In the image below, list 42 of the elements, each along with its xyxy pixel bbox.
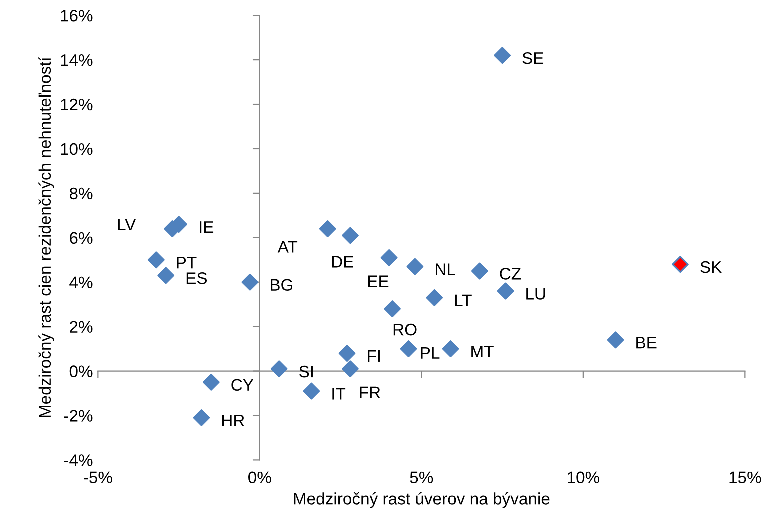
data-label: PT bbox=[177, 257, 197, 269]
y-tick-label: 6% bbox=[70, 232, 93, 244]
data-label: LV bbox=[118, 219, 136, 231]
y-tick-label: 10% bbox=[61, 143, 93, 156]
y-tick-label: 8% bbox=[70, 188, 93, 200]
data-label: SK bbox=[700, 261, 722, 274]
data-label: SI bbox=[300, 366, 313, 378]
y-tick-label: 2% bbox=[70, 321, 93, 333]
x-tick-label: 0% bbox=[248, 472, 272, 484]
data-label: CY bbox=[232, 379, 254, 392]
data-label: FR bbox=[360, 386, 380, 398]
x-axis-title: Medziročný rast úverov na bývanie bbox=[294, 492, 550, 508]
y-tick-label: -2% bbox=[64, 410, 93, 422]
data-label: FI bbox=[368, 350, 380, 362]
data-label: DE bbox=[332, 256, 354, 268]
data-label: ES bbox=[186, 272, 208, 284]
x-tick-label: 10% bbox=[568, 472, 600, 484]
data-label: SE bbox=[522, 52, 544, 64]
data-label: MT bbox=[472, 346, 494, 358]
data-label: LT bbox=[455, 294, 472, 306]
data-label: HR bbox=[222, 414, 244, 426]
x-tick-label: 5% bbox=[410, 472, 434, 484]
data-label: CZ bbox=[500, 268, 522, 280]
data-label: BG bbox=[271, 279, 292, 291]
y-tick-label: 4% bbox=[70, 276, 93, 288]
y-tick-label: 12% bbox=[61, 98, 93, 111]
y-axis-title: Medziročný rast cien rezidenčných nehnuteľností bbox=[38, 57, 54, 418]
data-label: NL bbox=[436, 264, 456, 276]
y-tick-label: 0% bbox=[70, 366, 93, 378]
y-tick-label: -4% bbox=[64, 454, 93, 466]
x-tick-label: -5% bbox=[84, 472, 112, 484]
y-tick-label: 16% bbox=[61, 10, 93, 22]
data-label: RO bbox=[394, 324, 417, 336]
data-label: IT bbox=[332, 388, 346, 400]
x-tick-label: 15% bbox=[730, 472, 762, 484]
data-label: AT bbox=[278, 241, 298, 253]
data-label: EE bbox=[368, 276, 389, 288]
y-tick-label: 14% bbox=[61, 54, 93, 66]
data-label: PL bbox=[421, 347, 440, 359]
data-label: LU bbox=[526, 288, 546, 300]
data-label: IE bbox=[200, 222, 214, 234]
data-label: BE bbox=[636, 337, 657, 349]
